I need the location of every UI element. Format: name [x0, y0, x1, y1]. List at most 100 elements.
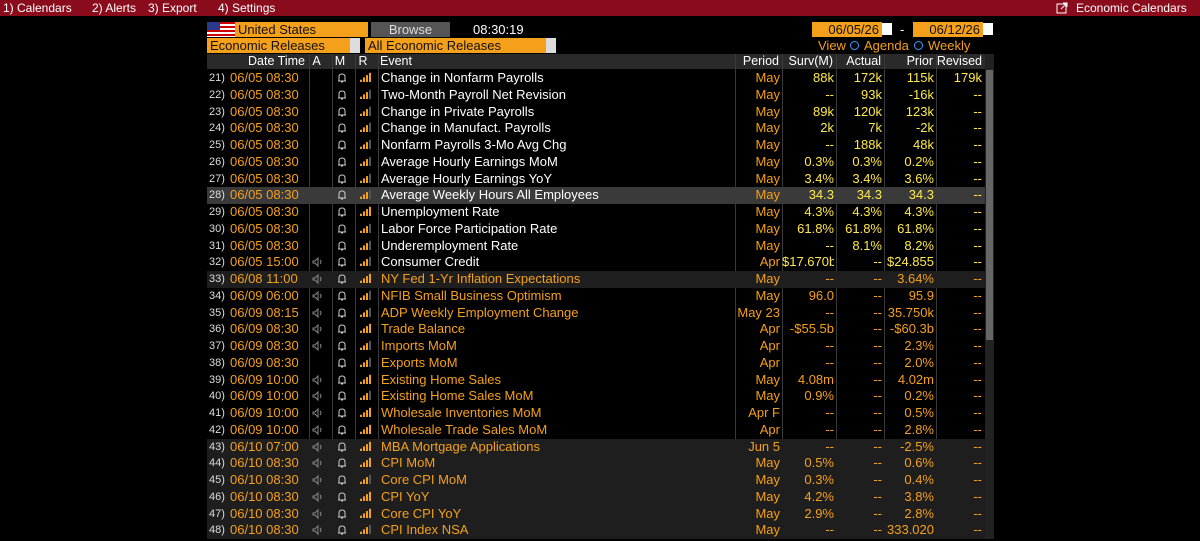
table-row[interactable]: 33) 06/08 11:00 NY Fed 1-Yr Inflation Expe…	[207, 271, 985, 288]
column-header[interactable]: Event	[380, 54, 412, 68]
bell-icon[interactable]	[335, 340, 349, 352]
column-header[interactable]: Actual	[846, 54, 881, 68]
event-name[interactable]: Consumer Credit	[381, 254, 480, 270]
event-name[interactable]: Change in Private Payrolls	[381, 103, 535, 119]
table-row[interactable]: 42) 06/09 10:00 Wholesale Trade Sales MoM A…	[207, 422, 985, 439]
subcategory-dropdown[interactable]: All Economic Releases	[365, 38, 546, 53]
bell-icon[interactable]	[335, 156, 349, 168]
event-name[interactable]: Labor Force Participation Rate	[381, 220, 558, 236]
dropdown-arrow[interactable]	[350, 38, 360, 53]
alert-icon[interactable]	[311, 340, 325, 352]
bell-icon[interactable]	[335, 139, 349, 151]
table-row[interactable]: 39) 06/09 10:00 Existing Home Sales May 4.08…	[207, 372, 985, 389]
bars-icon[interactable]	[359, 290, 373, 302]
alert-icon[interactable]	[311, 407, 325, 419]
alert-icon[interactable]	[311, 508, 325, 520]
table-row[interactable]: 44) 06/10 08:30 CPI MoM May 0.5% -- 0.6% --	[207, 455, 985, 472]
alert-icon[interactable]	[311, 524, 325, 536]
country-field[interactable]: United States	[235, 22, 368, 37]
alert-icon[interactable]	[311, 256, 325, 268]
bell-icon[interactable]	[335, 290, 349, 302]
event-name[interactable]: MBA Mortgage Applications	[381, 438, 540, 454]
bell-icon[interactable]	[335, 240, 349, 252]
column-header[interactable]: Surv(M)	[788, 54, 833, 68]
bars-icon[interactable]	[359, 72, 373, 84]
table-row[interactable]: 35) 06/09 08:15 ADP Weekly Employment Chan…	[207, 305, 985, 322]
table-row[interactable]: 46) 06/10 08:30 CPI YoY May 4.2% -- 3.8% --	[207, 488, 985, 506]
event-name[interactable]: NY Fed 1-Yr Inflation Expectations	[381, 271, 581, 286]
table-row[interactable]: 47) 06/10 08:30 Core CPI YoY May 2.9% -- 2.8% -…	[207, 505, 985, 523]
bell-icon[interactable]	[335, 508, 349, 520]
bell-icon[interactable]	[335, 441, 349, 453]
radio[interactable]	[914, 41, 923, 50]
event-name[interactable]: Core CPI MoM	[381, 472, 467, 487]
bars-icon[interactable]	[359, 340, 373, 352]
column-header[interactable]: R	[358, 54, 368, 68]
table-row[interactable]: 30) 06/05 08:30 Labor Force Participation …	[207, 221, 985, 238]
bell-icon[interactable]	[335, 122, 349, 134]
weekly-option[interactable]: Weekly	[928, 38, 971, 53]
bell-icon[interactable]	[335, 374, 349, 386]
scroll-thumb[interactable]	[986, 70, 993, 340]
event-name[interactable]: Two-Month Payroll Net Revision	[381, 86, 566, 102]
table-row[interactable]: 32) 06/05 15:00 Consumer Credit Apr $17.670b…	[207, 254, 985, 271]
bars-icon[interactable]	[359, 139, 373, 151]
event-name[interactable]: Average Weekly Hours All Employees	[381, 187, 599, 203]
bell-icon[interactable]	[335, 407, 349, 419]
calendar-icon[interactable]	[882, 23, 892, 35]
event-name[interactable]: Average Hourly Earnings MoM	[381, 153, 558, 169]
event-name[interactable]: Wholesale Inventories MoM	[381, 405, 542, 420]
table-row[interactable]: 37) 06/09 08:30 Imports MoM Apr -- -- 2.3% --	[207, 338, 985, 355]
bars-icon[interactable]	[359, 106, 373, 118]
bars-icon[interactable]	[359, 223, 373, 235]
event-name[interactable]: Existing Home Sales MoM	[381, 388, 534, 404]
menu-item[interactable]: 1) Calendars	[3, 1, 72, 15]
event-name[interactable]: NFIB Small Business Optimism	[381, 287, 562, 303]
end-date[interactable]: 06/12/26	[913, 22, 983, 37]
table-row[interactable]: 45) 06/10 08:30 Core CPI MoM May 0.3% -- 0.4% -…	[207, 472, 985, 489]
bars-icon[interactable]	[359, 374, 373, 386]
table-row[interactable]: 40) 06/09 10:00 Existing Home Sales MoM May…	[207, 388, 985, 405]
start-date[interactable]: 06/05/26	[812, 22, 882, 37]
event-name[interactable]: Average Hourly Earnings YoY	[381, 170, 553, 186]
bell-icon[interactable]	[335, 173, 349, 185]
bars-icon[interactable]	[359, 357, 373, 369]
table-row[interactable]: 43) 06/10 07:00 MBA Mortgage Applications J…	[207, 438, 985, 456]
table-row[interactable]: 38) 06/09 08:30 Exports MoM Apr -- -- 2.0% --	[207, 355, 985, 372]
menu-item[interactable]: 2) Alerts	[92, 1, 137, 15]
bars-icon[interactable]	[359, 189, 373, 201]
bars-icon[interactable]	[359, 240, 373, 252]
event-name[interactable]: Change in Manufact. Payrolls	[381, 120, 551, 136]
bell-icon[interactable]	[335, 206, 349, 218]
bell-icon[interactable]	[335, 491, 349, 503]
table-row[interactable]: 36) 06/09 08:30 Trade Balance Apr -$55.5b -- -…	[207, 321, 985, 338]
bell-icon[interactable]	[335, 524, 349, 536]
bars-icon[interactable]	[359, 508, 373, 520]
alert-icon[interactable]	[311, 424, 325, 436]
menu-item[interactable]: 4) Settings	[218, 1, 276, 15]
table-row[interactable]: 34) 06/09 06:00 NFIB Small Business Optimi…	[207, 288, 985, 305]
category-dropdown[interactable]: Economic Releases	[207, 38, 350, 53]
event-name[interactable]: CPI MoM	[381, 455, 436, 471]
event-name[interactable]: Trade Balance	[381, 321, 466, 337]
alert-icon[interactable]	[311, 474, 325, 486]
bell-icon[interactable]	[335, 256, 349, 268]
bars-icon[interactable]	[359, 307, 373, 319]
column-header[interactable]: M	[334, 54, 346, 68]
event-name[interactable]: CPI Index NSA	[381, 522, 469, 538]
bell-icon[interactable]	[335, 307, 349, 319]
bars-icon[interactable]	[359, 89, 373, 101]
column-header[interactable]: Prior	[906, 54, 933, 68]
table-row[interactable]: 22) 06/05 08:30 Two-Month Payroll Net Revi…	[207, 87, 985, 104]
alert-icon[interactable]	[311, 457, 325, 469]
dropdown-arrow[interactable]	[546, 38, 556, 53]
bars-icon[interactable]	[359, 457, 373, 469]
bars-icon[interactable]	[359, 156, 373, 168]
bell-icon[interactable]	[335, 357, 349, 369]
column-header[interactable]: Revised	[936, 54, 982, 68]
radio[interactable]	[850, 41, 859, 50]
bell-icon[interactable]	[335, 89, 349, 101]
browse-button[interactable]: Browse	[371, 22, 450, 37]
event-name[interactable]: Nonfarm Payrolls 3-Mo Avg Chg	[381, 137, 567, 152]
event-name[interactable]: Wholesale Trade Sales MoM	[381, 421, 548, 437]
